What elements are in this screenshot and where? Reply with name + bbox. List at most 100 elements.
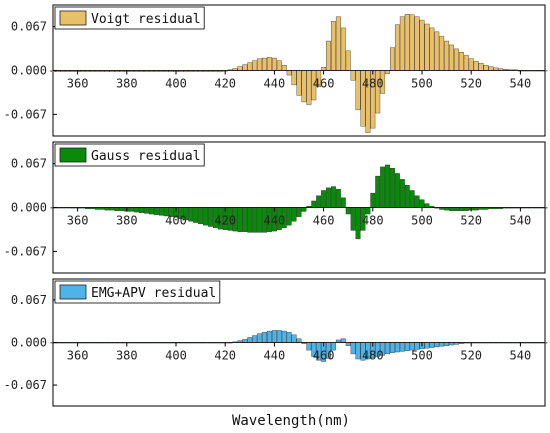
bar <box>463 55 469 71</box>
x-tick-label: 480 <box>362 214 384 228</box>
x-tick-label: 440 <box>264 349 286 363</box>
legend-label: Voigt residual <box>91 12 201 27</box>
y-tick-label: 0.000 <box>11 64 47 78</box>
bar <box>419 199 425 208</box>
bar <box>340 27 346 71</box>
x-tick-label: 460 <box>313 349 335 363</box>
bar <box>394 24 400 71</box>
bar <box>444 40 450 71</box>
bar <box>331 21 336 71</box>
bar <box>463 207 469 211</box>
bar <box>252 335 258 343</box>
bar <box>355 70 361 110</box>
y-tick-label: 0.000 <box>11 336 47 350</box>
bar <box>444 342 450 346</box>
bar <box>257 333 263 343</box>
bar <box>399 342 405 352</box>
bar <box>237 66 243 71</box>
bar <box>252 60 258 71</box>
panel-3: 0.067 0.000 -0.067 360 380 400 420 440 460 480 500… <box>4 278 548 407</box>
bar <box>439 36 445 71</box>
bar <box>153 207 159 215</box>
legend-swatch <box>59 284 87 300</box>
bar <box>296 338 302 343</box>
x-tick-label: 360 <box>67 214 89 228</box>
x-axis-label: Wavelength(nm) <box>232 413 350 429</box>
bar <box>291 70 297 86</box>
x-tick-label: 440 <box>264 214 286 228</box>
x-tick-label: 380 <box>116 77 138 91</box>
bar <box>257 58 263 71</box>
bar <box>399 179 405 208</box>
bar <box>281 330 287 343</box>
bar <box>158 207 164 216</box>
bar <box>449 207 454 211</box>
y-tick-label: 0.067 <box>11 293 47 307</box>
bar <box>350 70 356 81</box>
bar <box>390 168 395 208</box>
x-tick-label: 380 <box>116 214 138 228</box>
bar <box>335 16 341 71</box>
bar <box>247 337 253 343</box>
bar <box>301 70 307 103</box>
bar <box>331 186 336 208</box>
bar <box>439 342 445 347</box>
bar <box>473 61 479 71</box>
bar <box>148 207 154 215</box>
bar <box>203 207 208 226</box>
bar <box>385 164 391 208</box>
bar <box>114 207 120 211</box>
y-tick-label: -0.067 <box>4 378 47 392</box>
bar <box>434 31 440 71</box>
bar <box>458 207 464 211</box>
bar <box>409 14 415 71</box>
bar <box>242 339 248 343</box>
x-tick-label: 460 <box>313 214 335 228</box>
bar <box>404 342 410 351</box>
bar <box>345 207 351 215</box>
x-tick-label: 500 <box>411 77 433 91</box>
legend: Voigt residual <box>54 6 205 30</box>
bar <box>394 342 400 353</box>
bar <box>370 192 376 208</box>
bar <box>144 207 149 214</box>
panel-1: 0.067 0.000 -0.067 360 380 400 420 440 460 480 500… <box>4 4 548 137</box>
bar <box>380 166 386 208</box>
bar <box>454 48 459 71</box>
bar <box>454 207 459 211</box>
bar <box>429 27 435 71</box>
x-tick-label: 520 <box>460 214 482 228</box>
x-tick-label: 500 <box>411 349 433 363</box>
bar <box>316 195 322 208</box>
bar <box>350 342 356 355</box>
bar <box>419 19 425 71</box>
bar <box>404 185 410 208</box>
bar <box>291 334 297 343</box>
bar <box>286 332 292 343</box>
legend: Gauss residual <box>54 143 205 167</box>
bar <box>414 195 420 208</box>
bar <box>129 207 135 212</box>
y-tick-label: -0.067 <box>4 107 47 121</box>
bar <box>262 57 268 71</box>
bar <box>414 16 420 71</box>
x-tick-label: 400 <box>165 214 187 228</box>
bar <box>276 330 282 343</box>
legend-box <box>54 143 205 167</box>
bar <box>399 16 405 71</box>
bar <box>424 342 430 349</box>
y-tick-label: 0.000 <box>11 201 47 215</box>
x-tick-label: 520 <box>460 349 482 363</box>
bar <box>281 65 287 71</box>
bar <box>188 207 194 222</box>
x-tick-label: 500 <box>411 214 433 228</box>
bar <box>340 197 346 208</box>
bar <box>267 57 272 71</box>
bar <box>375 175 381 208</box>
x-tick-label: 480 <box>362 77 384 91</box>
x-tick-label: 400 <box>165 349 187 363</box>
bar <box>429 342 435 348</box>
bar <box>488 66 494 71</box>
y-tick-label: 0.067 <box>11 157 47 171</box>
bar <box>340 338 346 343</box>
